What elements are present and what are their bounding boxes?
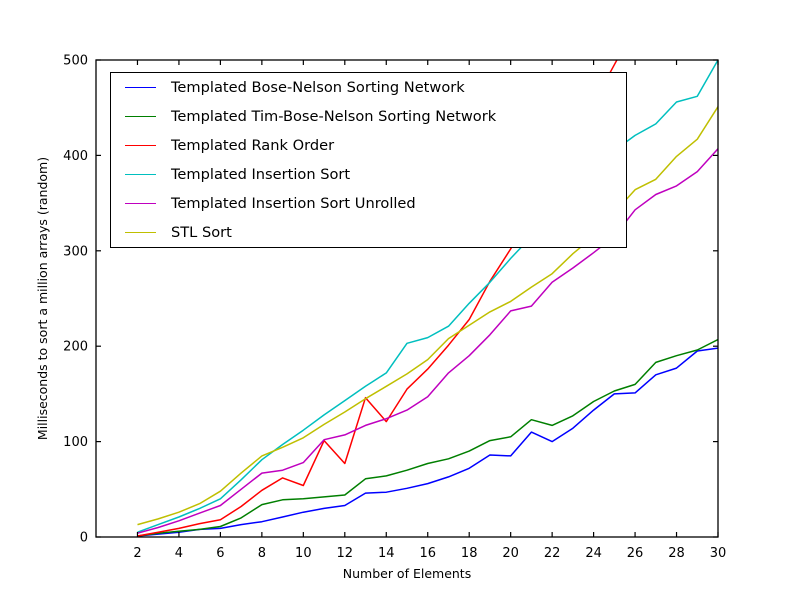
legend-item-0: Templated Bose-Nelson Sorting Network bbox=[111, 73, 626, 102]
legend-label: Templated Insertion Sort Unrolled bbox=[171, 195, 416, 212]
legend-label: STL Sort bbox=[171, 224, 232, 241]
x-tick-label: 6 bbox=[216, 546, 224, 561]
series-line-2 bbox=[137, 60, 618, 537]
legend-label: Templated Bose-Nelson Sorting Network bbox=[171, 79, 465, 96]
x-tick-label: 8 bbox=[258, 546, 266, 561]
y-tick-label: 200 bbox=[63, 340, 88, 355]
legend-line-swatch bbox=[125, 203, 156, 204]
x-tick-label: 28 bbox=[668, 546, 685, 561]
legend: Templated Bose-Nelson Sorting Network Tem… bbox=[110, 72, 627, 248]
x-tick-label: 10 bbox=[295, 546, 312, 561]
x-tick-label: 4 bbox=[175, 546, 183, 561]
x-tick-label: 24 bbox=[585, 546, 602, 561]
legend-line-swatch bbox=[125, 174, 156, 175]
axes-frame bbox=[95, 59, 719, 538]
legend-line-swatch bbox=[125, 145, 156, 146]
legend-line-swatch bbox=[125, 87, 156, 88]
y-tick-label: 300 bbox=[63, 244, 88, 259]
x-tick-label: 2 bbox=[133, 546, 141, 561]
x-axis-label: Number of Elements bbox=[343, 566, 471, 581]
legend-label: Templated Tim-Bose-Nelson Sorting Networ… bbox=[171, 108, 497, 125]
y-tick-label: 500 bbox=[63, 54, 88, 69]
tick-marks bbox=[96, 59, 719, 538]
x-tick-label: 22 bbox=[544, 546, 561, 561]
x-tick-label: 14 bbox=[378, 546, 395, 561]
x-tick-label: 30 bbox=[710, 546, 727, 561]
legend-line-swatch bbox=[125, 116, 156, 117]
y-tick-label: 100 bbox=[63, 435, 88, 450]
y-tick-label: 400 bbox=[63, 149, 88, 164]
legend-item-2: Templated Rank Order bbox=[111, 131, 626, 160]
legend-label: Templated Rank Order bbox=[171, 137, 335, 154]
x-tick-label: 26 bbox=[627, 546, 644, 561]
legend-label: Templated Insertion Sort bbox=[171, 166, 351, 183]
x-tick-label: 16 bbox=[419, 546, 436, 561]
y-axis-label: Milliseconds to sort a million arrays (r… bbox=[35, 157, 50, 440]
series-line-0 bbox=[137, 347, 718, 537]
legend-item-5: STL Sort bbox=[111, 218, 626, 247]
series-line-1 bbox=[137, 338, 718, 537]
y-tick-label: 0 bbox=[80, 531, 88, 546]
legend-item-3: Templated Insertion Sort bbox=[111, 160, 626, 189]
legend-item-4: Templated Insertion Sort Unrolled bbox=[111, 189, 626, 218]
x-tick-label: 20 bbox=[502, 546, 519, 561]
legend-line-swatch bbox=[125, 232, 156, 233]
x-tick-label: 18 bbox=[461, 546, 478, 561]
legend-item-1: Templated Tim-Bose-Nelson Sorting Networ… bbox=[111, 102, 626, 131]
x-tick-label: 12 bbox=[337, 546, 354, 561]
